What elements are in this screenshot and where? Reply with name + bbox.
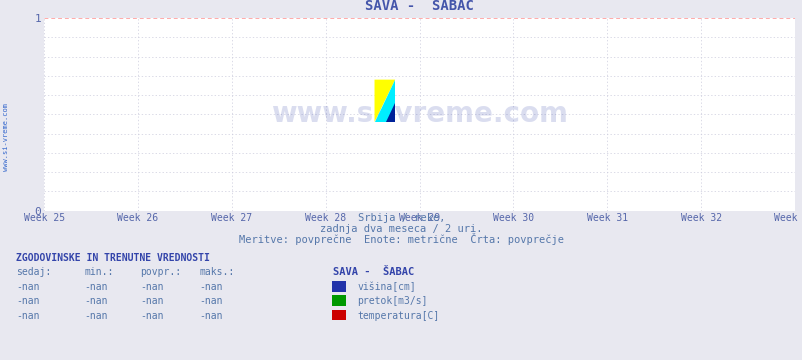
Text: -nan: -nan (84, 296, 107, 306)
Title: SAVA -  ŠABAC: SAVA - ŠABAC (365, 0, 473, 13)
Text: -nan: -nan (140, 311, 164, 321)
Text: Srbija / reke,: Srbija / reke, (358, 213, 444, 224)
PathPatch shape (374, 80, 395, 122)
Text: maks.:: maks.: (199, 267, 234, 278)
Text: ZGODOVINSKE IN TRENUTNE VREDNOSTI: ZGODOVINSKE IN TRENUTNE VREDNOSTI (16, 253, 209, 263)
Text: -nan: -nan (16, 311, 39, 321)
Text: Meritve: povprečne  Enote: metrične  Črta: povprečje: Meritve: povprečne Enote: metrične Črta:… (239, 233, 563, 245)
Text: sedaj:: sedaj: (16, 267, 51, 278)
Text: -nan: -nan (140, 296, 164, 306)
Text: -nan: -nan (199, 311, 222, 321)
Text: www.si-vreme.com: www.si-vreme.com (3, 103, 10, 171)
Text: temperatura[C]: temperatura[C] (357, 311, 439, 321)
Text: pretok[m3/s]: pretok[m3/s] (357, 296, 427, 306)
Text: SAVA -  ŠABAC: SAVA - ŠABAC (333, 267, 414, 278)
Text: -nan: -nan (16, 296, 39, 306)
Text: -nan: -nan (16, 282, 39, 292)
Text: zadnja dva meseca / 2 uri.: zadnja dva meseca / 2 uri. (320, 224, 482, 234)
Text: -nan: -nan (84, 311, 107, 321)
PathPatch shape (386, 103, 395, 122)
PathPatch shape (374, 80, 395, 122)
Text: -nan: -nan (84, 282, 107, 292)
Text: višina[cm]: višina[cm] (357, 282, 415, 292)
Text: povpr.:: povpr.: (140, 267, 181, 278)
Text: www.si-vreme.com: www.si-vreme.com (271, 100, 567, 128)
Text: -nan: -nan (199, 282, 222, 292)
Text: -nan: -nan (199, 296, 222, 306)
Text: -nan: -nan (140, 282, 164, 292)
Text: min.:: min.: (84, 267, 114, 278)
